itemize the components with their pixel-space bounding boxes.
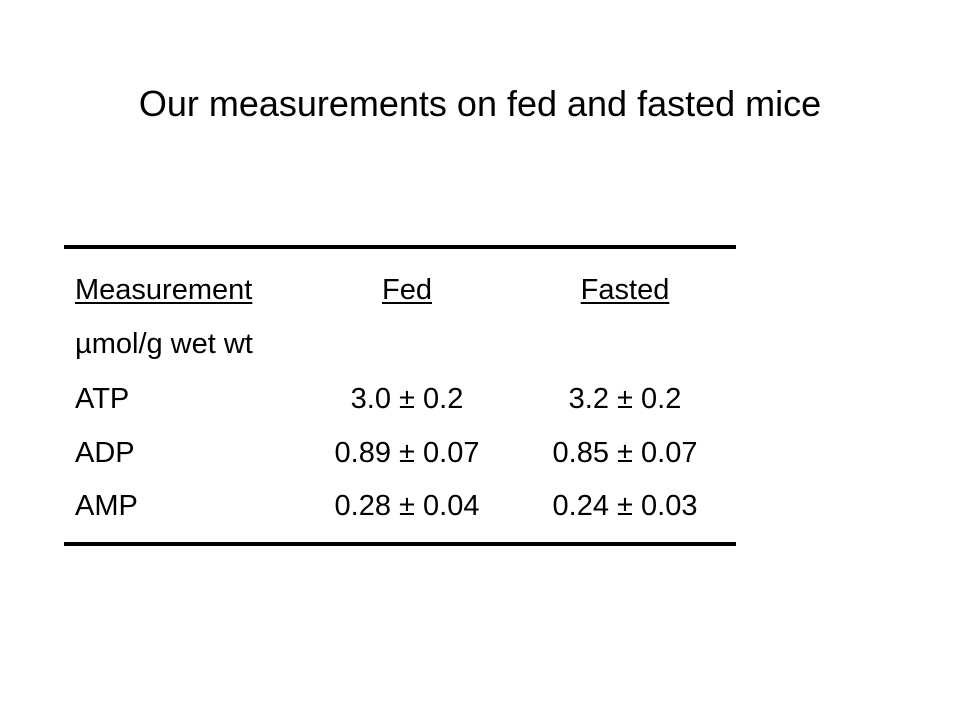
table-cell: 3.0 ± 0.2 (350, 383, 464, 415)
table-top-rule (64, 245, 736, 249)
column-header: Fed (382, 274, 432, 306)
table-cell: 0.24 ± 0.03 (552, 490, 698, 522)
table-cell: 3.2 ± 0.2 (568, 383, 682, 415)
row-label: ADP (75, 436, 135, 469)
column-header: Fasted (580, 274, 670, 306)
table-cell: 0.85 ± 0.07 (552, 436, 698, 469)
table-bottom-rule (64, 542, 736, 546)
row-label: ATP (75, 383, 130, 415)
table-cell: 0.89 ± 0.07 (334, 436, 480, 469)
units-label: µmol/g wet wt (75, 328, 253, 360)
row-label: AMP (75, 490, 138, 522)
column-header: Measurement (75, 274, 253, 306)
slide-title: Our measurements on fed and fasted mice (138, 83, 822, 124)
table-cell: 0.28 ± 0.04 (334, 490, 480, 522)
